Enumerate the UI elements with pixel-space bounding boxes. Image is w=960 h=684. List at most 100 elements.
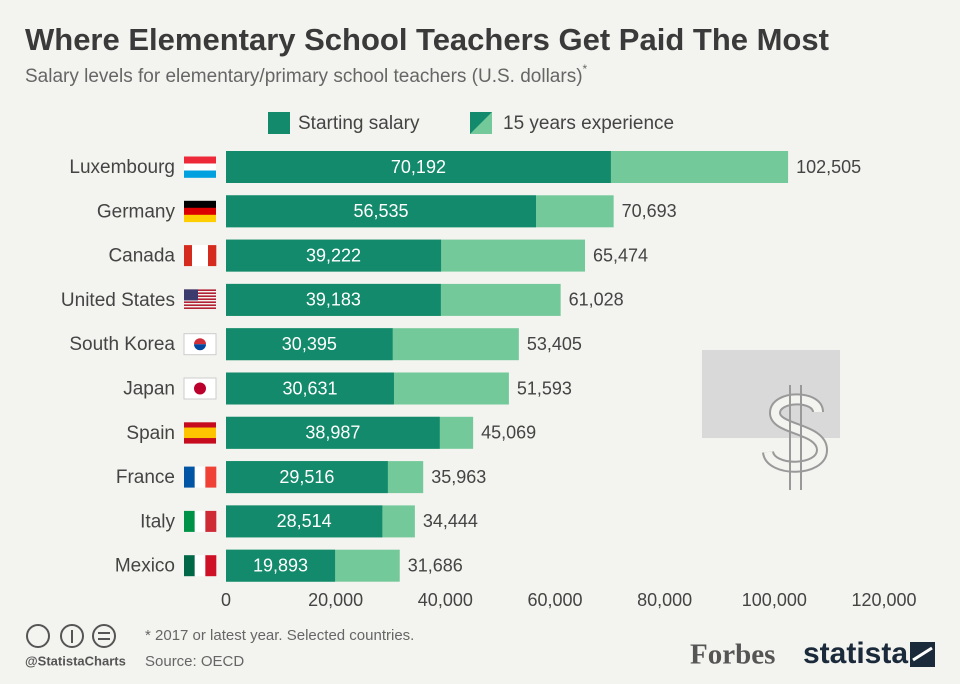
- value-label: 38,987: [305, 423, 360, 443]
- bar: [226, 151, 611, 183]
- flag-part: [184, 214, 216, 223]
- bar: [226, 505, 383, 538]
- legend-swatch-half: [470, 112, 492, 134]
- flag-part: [184, 207, 216, 216]
- bar: [226, 372, 394, 405]
- flag-part: [184, 170, 216, 178]
- value-label: 39,183: [306, 290, 361, 310]
- flag: [183, 333, 217, 356]
- value-label: 30,395: [282, 334, 337, 354]
- flag: [184, 245, 217, 267]
- flag-part: [184, 289, 198, 301]
- flag-part: [184, 555, 195, 577]
- subtitle-mark: *: [583, 62, 588, 76]
- x-tick-label: 100,000: [742, 590, 807, 610]
- flag-part: [184, 245, 193, 267]
- flag: [184, 555, 217, 577]
- flag-part: [194, 466, 206, 488]
- category-label: Japan: [123, 379, 175, 400]
- value-label: 56,535: [353, 201, 408, 221]
- category-label: France: [116, 467, 175, 488]
- category-label: South Korea: [69, 334, 175, 355]
- flag-part: [184, 298, 216, 300]
- flag: [184, 289, 216, 309]
- flag-part: [192, 245, 201, 267]
- value-label: 53,405: [527, 334, 582, 354]
- flag-part: [208, 245, 217, 267]
- x-tick-label: 120,000: [851, 590, 916, 610]
- value-label: 28,514: [277, 511, 332, 531]
- bar: [226, 283, 441, 316]
- brand-forbes: Forbes: [690, 639, 775, 671]
- flag-part: [184, 295, 216, 297]
- category-label: Canada: [108, 246, 175, 267]
- dollar-icon: [702, 350, 840, 490]
- bar: [226, 239, 442, 272]
- value-label: 61,028: [569, 290, 624, 310]
- category-label: Italy: [140, 511, 175, 532]
- value-label: 102,505: [796, 157, 861, 177]
- flag-part: [184, 307, 216, 309]
- category-label: Mexico: [115, 556, 175, 577]
- x-tick-label: 40,000: [418, 590, 473, 610]
- chart-title: Where Elementary School Teachers Get Pai…: [25, 22, 829, 57]
- value-label: 34,444: [423, 511, 478, 531]
- brand-statista: statista: [803, 637, 908, 670]
- flag-part: [194, 510, 206, 532]
- subtitle-text: Salary levels for elementary/primary sch…: [25, 66, 583, 87]
- flag-part: [194, 555, 206, 577]
- value-label: 31,686: [408, 555, 463, 575]
- flag-part: [194, 382, 206, 395]
- flag-part: [200, 245, 209, 267]
- value-label: 35,963: [431, 467, 486, 487]
- value-label: 70,192: [391, 157, 446, 177]
- bar: [226, 328, 393, 361]
- flag-part: [194, 338, 206, 345]
- bar: [226, 195, 537, 228]
- flag-part: [184, 292, 216, 294]
- bar: [226, 461, 388, 494]
- value-label: 65,474: [593, 245, 648, 265]
- flag-part: [184, 466, 195, 488]
- flag-part: [184, 427, 216, 434]
- x-tick-label: 20,000: [308, 590, 363, 610]
- license-icons: [26, 624, 116, 648]
- bar: [226, 416, 440, 449]
- bar: [226, 549, 336, 582]
- legend-label: 15 years experience: [503, 113, 674, 134]
- value-label: 51,593: [517, 378, 572, 398]
- flag-part: [184, 422, 216, 428]
- category-label: Luxembourg: [69, 157, 175, 178]
- flag-part: [184, 200, 216, 209]
- flag: [184, 466, 217, 488]
- flag: [184, 510, 217, 532]
- flag-part: [205, 510, 217, 532]
- flag-part: [184, 304, 216, 306]
- flag-part: [184, 163, 216, 171]
- value-label: 19,893: [253, 555, 308, 575]
- flag-part: [184, 438, 216, 444]
- flag-part: [194, 344, 206, 351]
- statista-logo: [910, 642, 935, 667]
- value-label: 45,069: [481, 423, 536, 443]
- flag-part: [184, 432, 216, 439]
- value-label: 30,631: [282, 378, 337, 398]
- value-label: 39,222: [306, 245, 361, 265]
- category-label: United States: [61, 290, 175, 311]
- category-label: Spain: [126, 423, 175, 444]
- handle: @StatistaCharts: [25, 653, 126, 668]
- flag: [184, 422, 216, 444]
- flag: [184, 156, 216, 178]
- flag: [183, 377, 217, 400]
- chart-subtitle: Salary levels for elementary/primary sch…: [25, 62, 588, 87]
- flag: [184, 200, 216, 223]
- x-tick-label: 0: [221, 590, 231, 610]
- source: Source: OECD: [145, 653, 244, 670]
- flag-part: [184, 301, 216, 303]
- flag-part: [184, 156, 216, 164]
- legend-label: Starting salary: [298, 113, 420, 134]
- legend-swatch: [268, 112, 290, 134]
- flag-part: [184, 510, 195, 532]
- x-tick-label: 80,000: [637, 590, 692, 610]
